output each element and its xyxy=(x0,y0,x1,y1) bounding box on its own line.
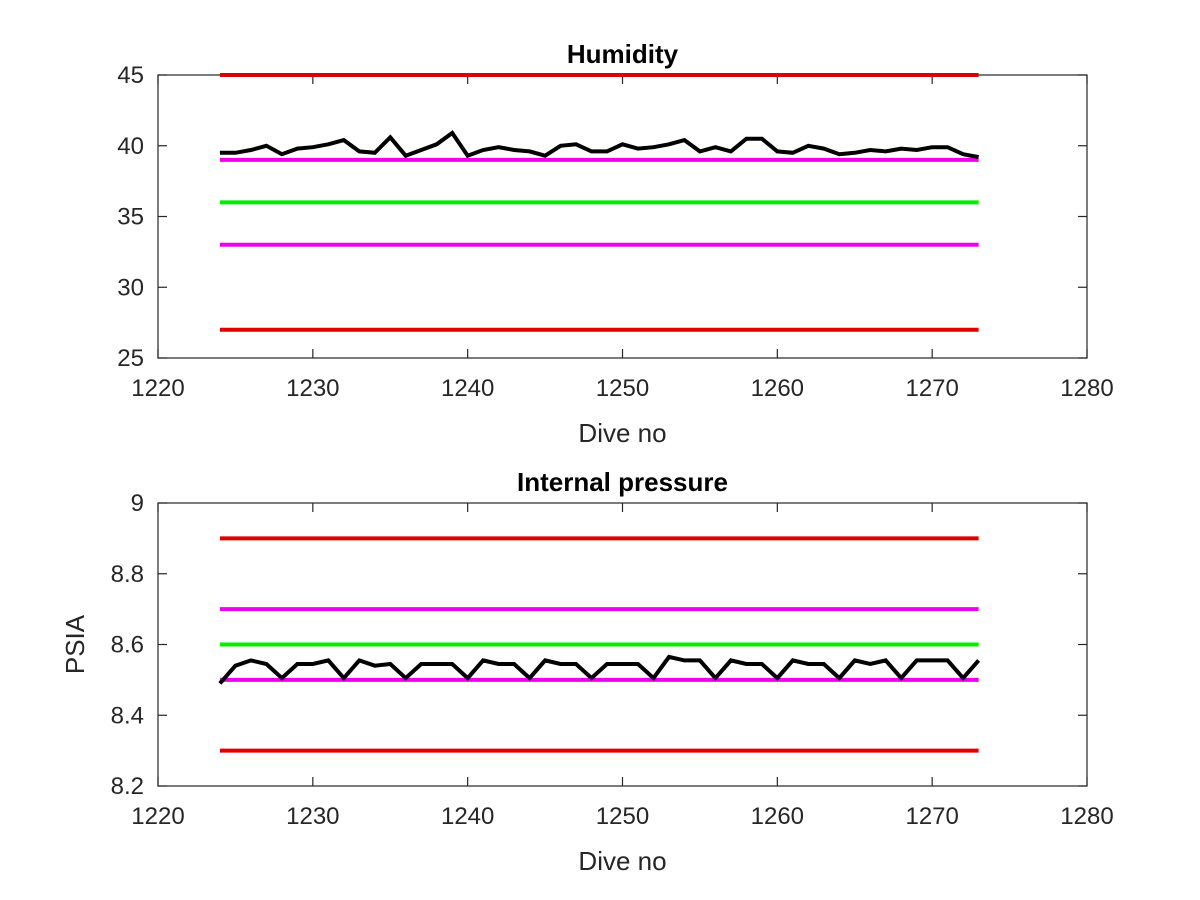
y-tick-label: 45 xyxy=(117,62,144,89)
x-tick-label: 1260 xyxy=(751,375,804,402)
x-tick-label: 1280 xyxy=(1060,803,1113,830)
y-axis-label: PSIA xyxy=(60,614,90,674)
y-tick-label: 30 xyxy=(117,274,144,301)
x-tick-label: 1280 xyxy=(1060,375,1113,402)
x-axis-label: Dive no xyxy=(578,418,666,448)
y-tick-label: 8.8 xyxy=(111,561,144,588)
x-tick-label: 1250 xyxy=(596,803,649,830)
y-tick-label: 40 xyxy=(117,133,144,160)
chart-title: Internal pressure xyxy=(517,467,728,497)
y-tick-label: 8.4 xyxy=(111,702,144,729)
x-tick-label: 1230 xyxy=(286,803,339,830)
y-tick-label: 8.6 xyxy=(111,632,144,659)
internal-pressure-chart: 1220 1230 1240 1250 1260 1270 1280 8.2 8.4 8.6 8.8… xyxy=(60,467,1114,876)
data-series-line xyxy=(218,654,981,685)
x-tick-label: 1250 xyxy=(596,375,649,402)
y-tick-label: 35 xyxy=(117,204,144,231)
y-tick-label: 25 xyxy=(117,345,144,372)
humidity-chart: 1220 1230 1240 1250 1260 1270 1280 25 30 35 40 45 Hu… xyxy=(117,39,1113,448)
x-axis-label: Dive no xyxy=(578,846,666,876)
data-series-line xyxy=(219,130,979,160)
chart-title: Humidity xyxy=(567,39,679,69)
plot-area xyxy=(157,74,1088,359)
x-tick-label: 1270 xyxy=(905,375,958,402)
x-tick-label: 1220 xyxy=(131,375,184,402)
x-tick-label: 1260 xyxy=(751,803,804,830)
x-tick-label: 1220 xyxy=(131,803,184,830)
x-tick-label: 1240 xyxy=(441,803,494,830)
x-tick-label: 1270 xyxy=(905,803,958,830)
x-tick-label: 1240 xyxy=(441,375,494,402)
y-tick-label: 9 xyxy=(131,490,144,517)
y-tick-label: 8.2 xyxy=(111,773,144,800)
x-tick-label: 1230 xyxy=(286,375,339,402)
